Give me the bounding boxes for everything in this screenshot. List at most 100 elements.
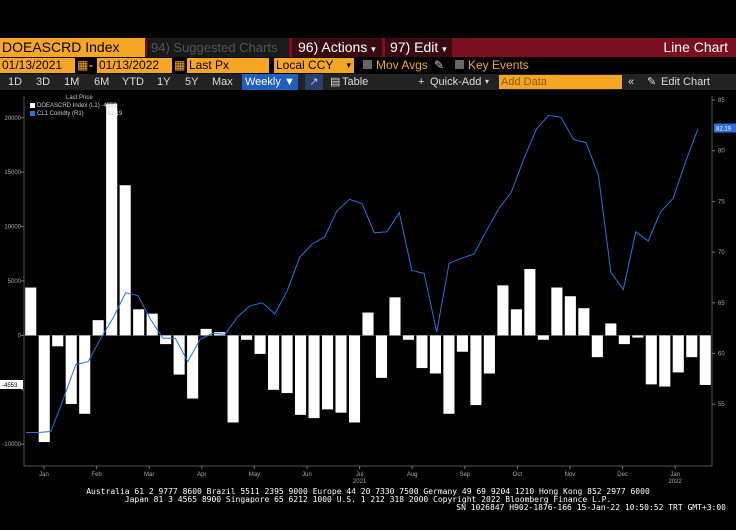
bar	[443, 335, 455, 414]
bar	[659, 335, 671, 387]
bar	[187, 335, 199, 399]
mov-avgs-label: Mov Avgs	[376, 58, 428, 72]
right-tick-label: 60	[718, 351, 725, 357]
bar	[146, 313, 158, 336]
bar	[106, 103, 118, 336]
bar	[173, 335, 185, 375]
left-tick-label: 20000	[4, 116, 21, 122]
pencil-icon[interactable]: ✎	[647, 76, 657, 88]
x-tick-label: Feb	[91, 472, 102, 478]
add-icon[interactable]: +	[418, 76, 425, 88]
key-events-checkbox[interactable]	[455, 60, 464, 69]
legend-swatch	[30, 102, 35, 108]
bar	[321, 335, 334, 410]
x-tick-label: Jan	[670, 472, 680, 478]
bar	[645, 335, 657, 385]
table-button[interactable]: Table	[342, 76, 369, 88]
x-tick-label: Apr	[197, 472, 206, 478]
right-tick-label: 65	[718, 301, 725, 307]
bar	[200, 328, 212, 336]
pencil-icon[interactable]: ✎	[434, 58, 445, 72]
period-select[interactable]: Weekly ▼	[242, 74, 298, 90]
legend-label: DOEASCRD Index (L1)	[37, 103, 100, 109]
collapse-icon[interactable]: «	[628, 76, 635, 88]
date-separator: -	[89, 58, 93, 72]
range-1m[interactable]: 1M	[64, 76, 80, 88]
left-tick-label: 15000	[4, 170, 21, 176]
x-tick-label: Aug	[407, 472, 418, 478]
range-1y[interactable]: 1Y	[157, 76, 171, 88]
cl1-line	[26, 114, 699, 433]
calendar-icon[interactable]: ▦	[77, 58, 89, 72]
last-value-label-left: -4553	[2, 383, 18, 389]
right-tick-label: 85	[718, 98, 725, 104]
bar	[524, 269, 536, 336]
chart-type-label: Line Chart	[663, 39, 728, 55]
bar	[254, 335, 266, 354]
bar	[38, 335, 50, 443]
x-tick-label: Jul	[356, 472, 364, 478]
x-tick-label: Sep	[459, 472, 470, 478]
legend-value: 82.19	[107, 111, 123, 117]
bar	[578, 308, 590, 336]
x-tick-label: Jun	[302, 472, 312, 478]
bar	[618, 335, 630, 345]
main-toolbar: DOEASCRD Index 94) Suggested Charts 96) …	[0, 38, 736, 57]
bar	[268, 335, 280, 390]
add-data-input[interactable]: Add Data	[499, 75, 622, 89]
left-tick-label: 5000	[8, 279, 22, 285]
edit-menu[interactable]: 97) Edit ▾	[385, 38, 452, 57]
edit-chart-button[interactable]: Edit Chart	[661, 76, 710, 88]
edit-label: 97) Edit	[390, 39, 439, 55]
bar	[227, 335, 239, 423]
actions-menu[interactable]: 96) Actions ▾	[292, 38, 382, 57]
range-max[interactable]: Max	[212, 76, 233, 88]
bar	[335, 335, 347, 413]
bar	[295, 335, 307, 415]
key-events-label: Key Events	[468, 58, 529, 72]
range-ytd[interactable]: YTD	[122, 76, 144, 88]
period-label: Weekly	[245, 76, 281, 88]
bar	[591, 335, 603, 358]
bar	[375, 335, 388, 378]
last-value-tag-right	[714, 123, 736, 133]
range-1d[interactable]: 1D	[8, 76, 23, 88]
chevron-down-icon: ▼	[283, 76, 295, 88]
bar	[456, 335, 468, 352]
x-tick-label: Oct	[513, 472, 523, 478]
left-tick-label: 10000	[4, 225, 21, 231]
bar	[470, 335, 482, 406]
bar	[160, 335, 172, 345]
suggested-charts-button[interactable]: 94) Suggested Charts	[147, 38, 289, 57]
chevron-down-icon: ▾	[346, 60, 351, 70]
legend-title: Last Price	[66, 95, 93, 101]
start-date-field[interactable]: 01/13/2021	[0, 58, 75, 73]
range-6m[interactable]: 6M	[94, 76, 110, 88]
bar	[429, 335, 441, 374]
end-date-field[interactable]: 01/13/2022	[97, 58, 172, 73]
chevron-down-icon: ▾	[442, 44, 447, 54]
bar	[281, 335, 293, 394]
ticker-field[interactable]: DOEASCRD Index	[0, 38, 145, 57]
bar	[362, 312, 374, 336]
x-tick-label: Dec	[617, 472, 628, 478]
currency-select[interactable]: Local CCY ▾	[274, 58, 354, 73]
date-toolbar: 01/13/2021 ▦ - 01/13/2022 ▦ Last Px Loca…	[0, 57, 736, 74]
range-toolbar: 1D 3D 1M 6M YTD 1Y 5Y Max Weekly ▼ ↗ ▤ T…	[0, 74, 736, 90]
year-label: 2022	[669, 479, 683, 485]
range-3d[interactable]: 3D	[36, 76, 51, 88]
mov-avgs-checkbox[interactable]	[363, 60, 372, 69]
range-5y[interactable]: 5Y	[185, 76, 199, 88]
line-chart-icon[interactable]: ↗	[305, 74, 323, 90]
field-select[interactable]: Last Px	[187, 58, 269, 73]
chevron-down-icon[interactable]: ▾	[485, 77, 490, 86]
left-tick-label: -10000	[2, 442, 21, 448]
calendar-icon[interactable]: ▦	[174, 58, 186, 72]
bar	[672, 335, 684, 373]
chevron-down-icon: ▾	[371, 44, 376, 54]
bar	[119, 185, 131, 336]
bar	[389, 297, 401, 336]
table-icon[interactable]: ▤	[330, 76, 341, 88]
chart-legend: Last Price DOEASCRD Index (L1) -4553 CL1…	[30, 94, 122, 118]
quick-add-button[interactable]: Quick-Add	[430, 76, 482, 88]
